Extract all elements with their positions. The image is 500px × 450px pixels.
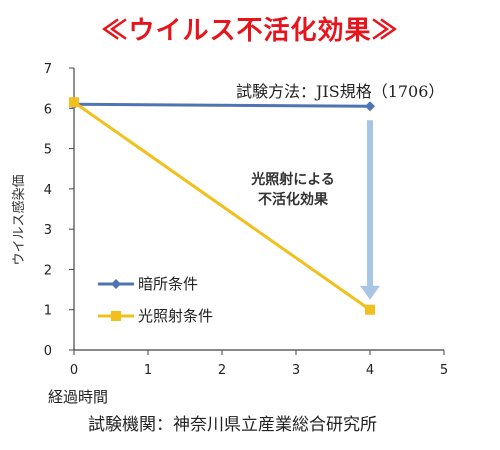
x-axis-label: 経過時間	[48, 388, 109, 406]
x-tick-label: 2	[218, 363, 226, 378]
y-tick-label: 3	[44, 223, 52, 238]
y-tick-label: 4	[44, 183, 52, 198]
x-tick-label: 4	[366, 363, 374, 378]
y-tick-label: 1	[44, 304, 52, 319]
y-tick-label: 7	[44, 62, 52, 77]
legend-label: 光照射条件	[138, 307, 213, 325]
series-line-2	[73, 101, 371, 311]
y-tick-label: 2	[44, 263, 52, 278]
annotation: 光照射による 不活化効果	[238, 170, 348, 210]
legend-label: 暗所条件	[138, 275, 198, 293]
legend-swatch-marker	[111, 311, 121, 321]
y-tick-label: 6	[44, 102, 52, 117]
x-tick-label: 0	[70, 363, 78, 378]
data-point	[365, 101, 375, 112]
chart-title: ≪ウイルス不活化効果≫	[101, 16, 399, 46]
series-line-1	[73, 102, 371, 108]
y-axis-label: ウイルス感染価	[12, 174, 27, 266]
y-tick-label: 0	[44, 344, 52, 359]
test-method-label: 試験方法：JIS規格（1706）	[236, 82, 445, 101]
test-institution-label: 試験機関：神奈川県立産業総合研究所	[88, 415, 377, 435]
legend-swatch-marker	[111, 279, 121, 289]
annotation-line-1: 光照射による	[251, 172, 335, 188]
x-tick-label: 5	[440, 363, 448, 378]
x-tick-label: 3	[292, 363, 300, 378]
effect-arrow-head	[360, 285, 380, 300]
x-tick-label: 1	[144, 363, 152, 378]
annotation-line-2: 不活化効果	[258, 192, 328, 208]
y-tick-label: 5	[44, 143, 52, 158]
data-point	[69, 97, 79, 108]
data-point	[365, 304, 375, 315]
